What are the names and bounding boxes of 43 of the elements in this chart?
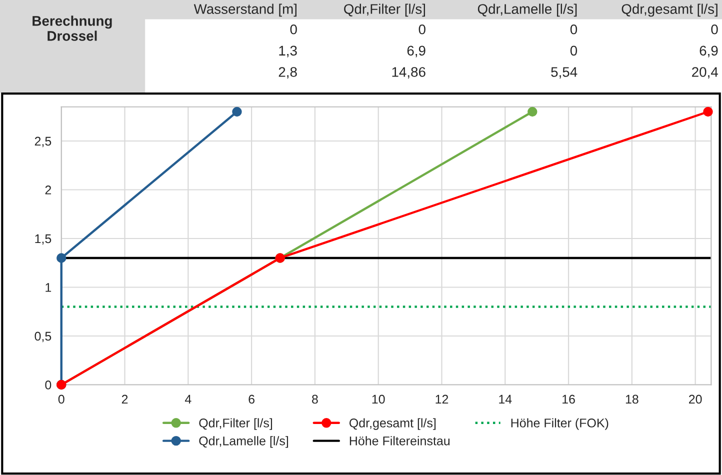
y-tick-label: 0,5 [34,332,52,342]
legend-label: Qdr,gesamt [l/s] [349,418,436,430]
text: 0 [570,46,578,56]
text: 0 [418,24,426,34]
text: 0 [711,24,718,34]
legend-label: Qdr,Lamelle [l/s] [199,436,288,448]
x-tick-label: 12 [436,394,448,404]
y-tick-label: 2 [45,186,52,194]
text: Qdr,Filter [l/s] [344,4,425,17]
legend-label: Höhe Filtereinstau [350,436,450,446]
y-tick-label: 0 [45,380,52,390]
text: 1,3 [279,46,297,58]
x-tick-label: 8 [312,394,318,404]
text: Qdr,gesamt [l/s] [622,4,718,17]
x-tick-label: 18 [626,394,638,404]
x-tick-label: 10 [372,394,385,404]
x-tick-label: 14 [499,394,512,404]
text: 5,54 [551,67,578,79]
legend-label: Qdr,Filter [l/s] [199,418,272,430]
text: 20,4 [692,67,718,79]
point [528,106,538,117]
text: 6,9 [407,46,426,58]
text: Qdr,Lamelle [l/s] [478,4,577,17]
x-tick-label: 20 [689,394,702,404]
point [56,253,66,263]
text: 2,8 [278,67,297,79]
x-tick-label: 2 [122,394,128,404]
text: 0 [570,24,578,34]
legend-label: Höhe Filter (FOK) [511,418,608,430]
point [703,106,713,117]
y-tick-label: 1 [46,283,52,292]
x-tick-label: 6 [248,394,254,404]
y-tick-label: 2,5 [34,136,52,148]
text: 6,9 [700,46,718,58]
point [232,106,242,117]
text: 14,86 [392,67,426,79]
x-tick-label: 16 [562,394,575,404]
text: Berechnung Drossel [32,16,112,41]
text: 0 [290,24,297,34]
x-tick-label: 4 [184,394,192,404]
x-tick-label: 0 [58,394,64,404]
text: Wasserstand [m] [194,4,296,17]
y-tick-label: 1,5 [35,234,52,245]
